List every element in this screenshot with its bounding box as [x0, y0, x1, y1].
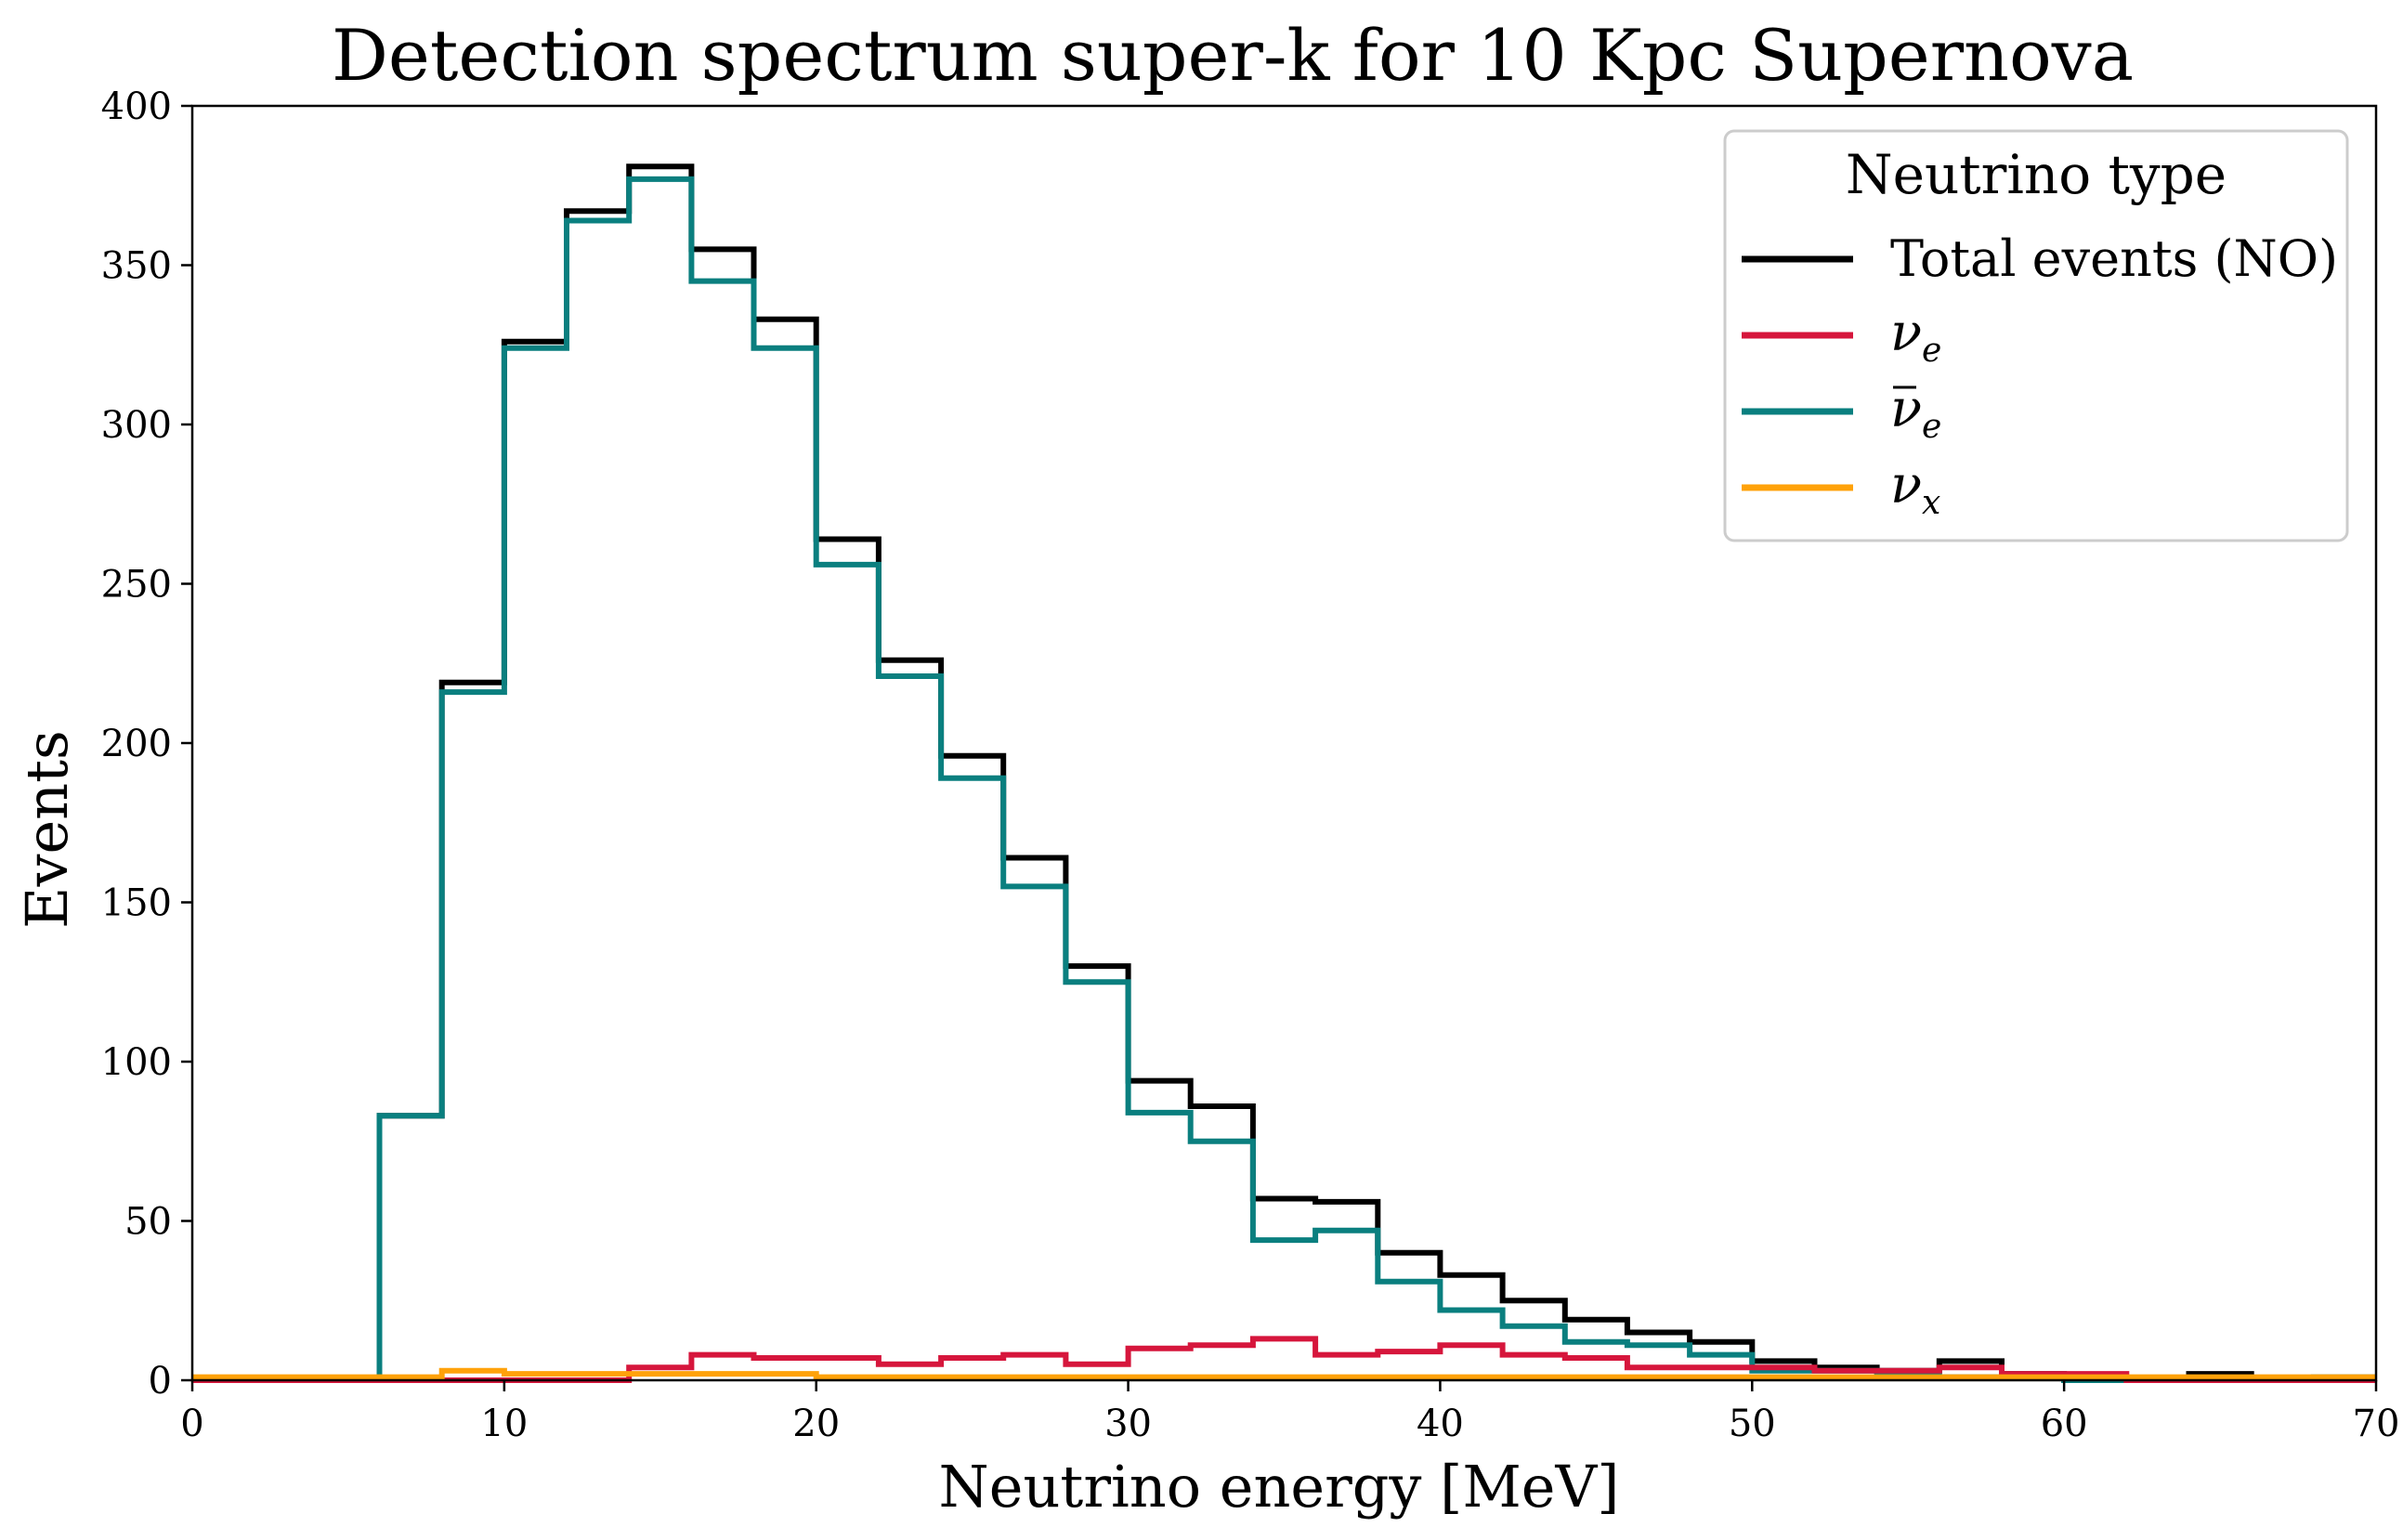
y-tick-label: 200	[101, 723, 172, 765]
chart-title: Detection spectrum super-k for 10 Kpc Su…	[332, 14, 2134, 97]
y-tick-label: 100	[101, 1041, 172, 1084]
legend-label-nue: νe	[1890, 303, 1941, 370]
x-tick-label: 0	[180, 1403, 203, 1445]
series-nuebar-line	[192, 176, 2376, 1383]
y-tick-label: 350	[101, 245, 172, 288]
x-axis-label: Neutrino energy [MeV]	[939, 1453, 1620, 1520]
legend-label-total: Total events (NO)	[1890, 229, 2338, 288]
series-nux-line	[192, 1367, 2376, 1380]
legend: Neutrino type Total events (NO) νe νe νx	[1723, 129, 2349, 542]
legend-label-nuebar: νe	[1890, 379, 1941, 446]
x-tick-label: 40	[1417, 1403, 1464, 1445]
y-axis-label: Events	[13, 730, 81, 929]
x-tick-label: 70	[2353, 1403, 2400, 1445]
y-tick-label: 400	[101, 85, 172, 128]
y-tick-label: 50	[124, 1201, 172, 1244]
y-tick-label: 150	[101, 882, 172, 925]
y-tick-label: 0	[149, 1360, 172, 1403]
x-tick-label: 20	[792, 1403, 840, 1445]
y-tick-label: 300	[101, 404, 172, 447]
axes: 0 10 20 30 40 50 60 70 0 50 100 150 200 250 300 350 400	[101, 85, 2400, 1445]
x-tick-label: 30	[1104, 1403, 1152, 1445]
legend-title: Neutrino type	[1846, 143, 2227, 206]
series-nue-line	[192, 1336, 2376, 1383]
x-tick-label: 10	[480, 1403, 528, 1445]
legend-box	[1723, 129, 2349, 542]
y-tick-label: 250	[101, 564, 172, 607]
series-group	[192, 163, 2376, 1383]
x-tick-label: 60	[2041, 1403, 2088, 1445]
x-tick-label: 50	[1729, 1403, 1776, 1445]
legend-label-nux: νx	[1890, 455, 1940, 522]
series-total-line	[192, 163, 2376, 1383]
